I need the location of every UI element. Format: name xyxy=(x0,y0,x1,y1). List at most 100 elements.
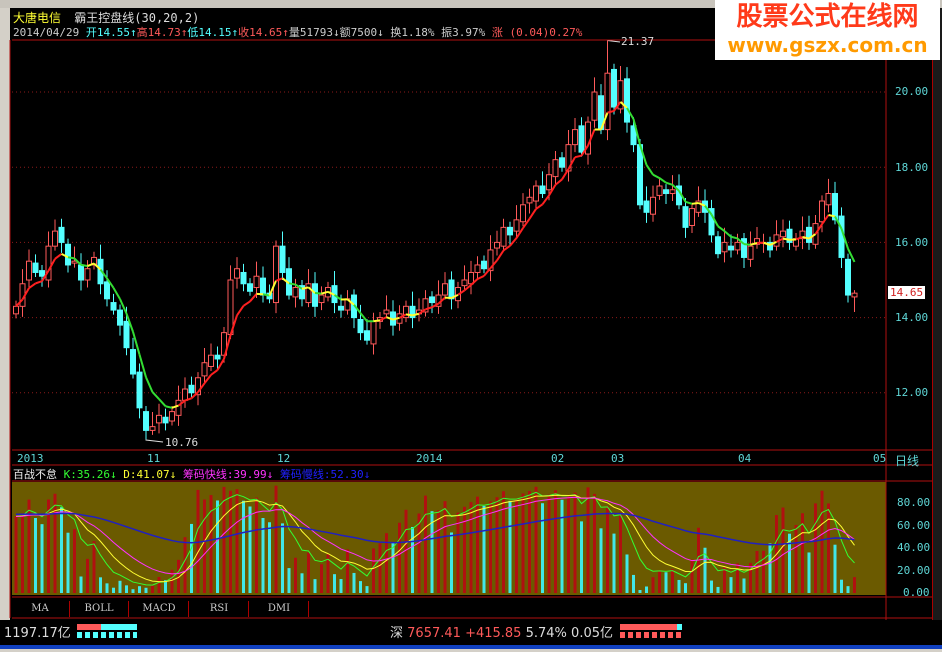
indicator-bar xyxy=(79,576,83,593)
tab-rsi[interactable]: RSI xyxy=(190,601,249,617)
price-tick: 14.00 xyxy=(895,311,929,324)
indicator-bar xyxy=(450,532,453,593)
control-line-segment xyxy=(639,144,648,166)
sub-indicator-name: 百战不怠 xyxy=(13,468,57,481)
candle-up xyxy=(26,260,32,281)
tab-dmi[interactable]: DMI xyxy=(250,601,309,617)
candle-down xyxy=(78,264,84,281)
indicator-bar xyxy=(508,500,512,593)
tab-boll[interactable]: BOLL xyxy=(70,601,129,617)
indicator-bar xyxy=(359,581,362,593)
control-line-segment xyxy=(730,235,738,240)
control-line-segment xyxy=(821,214,830,225)
index-amount: 0.05亿 xyxy=(571,626,613,641)
control-line-segment xyxy=(840,228,849,249)
breadth-bar-2 xyxy=(620,632,682,638)
indicator-bar xyxy=(749,562,752,593)
tab-macd[interactable]: MACD xyxy=(130,601,189,617)
control-line-segment xyxy=(353,304,362,314)
candle-up xyxy=(513,219,520,232)
control-line-segment xyxy=(509,237,518,247)
candle-up xyxy=(156,414,162,424)
indicator-bar xyxy=(651,577,655,593)
date-label: 04 xyxy=(738,452,752,465)
indicator-bar xyxy=(794,524,798,593)
candle-up xyxy=(526,196,533,204)
indicator-bar xyxy=(515,499,518,593)
taskbar-line xyxy=(0,645,942,649)
sub-tick: 80.00 xyxy=(897,496,931,509)
control-line-segment xyxy=(451,293,459,299)
candle-down xyxy=(143,411,149,431)
candle-down xyxy=(806,226,812,243)
period-button[interactable]: 日线 xyxy=(895,454,920,468)
control-line-segment xyxy=(522,218,531,229)
indicator-bar xyxy=(606,506,609,593)
indicator-bar xyxy=(541,503,544,593)
control-line-segment xyxy=(535,203,544,210)
indicator-bar xyxy=(346,549,349,593)
candle-down xyxy=(247,283,253,292)
indicator-bar xyxy=(255,497,258,593)
indicator-bar xyxy=(261,518,265,593)
candle-up xyxy=(747,245,754,260)
right-scrollbar[interactable] xyxy=(932,8,942,620)
indicator-bar xyxy=(788,533,791,593)
control-line-segment xyxy=(41,270,50,282)
breadth-bar-1 xyxy=(77,632,137,638)
candle-up xyxy=(695,200,702,213)
candle-down xyxy=(357,318,364,334)
candle-down xyxy=(364,330,370,341)
candle-down xyxy=(162,416,169,424)
candle-down xyxy=(663,189,669,195)
control-line-segment xyxy=(87,262,95,267)
indicator-bar xyxy=(125,585,128,593)
control-line-segment xyxy=(125,313,134,333)
quote-turnover: 1.18% xyxy=(401,26,435,39)
candle-up xyxy=(52,230,58,247)
indicator-bar xyxy=(710,580,713,593)
indicator-bar xyxy=(573,492,577,593)
indicator-bar xyxy=(365,586,369,593)
control-line-segment xyxy=(567,156,576,170)
indicator-bar xyxy=(203,499,206,593)
indicator-bar xyxy=(658,570,661,593)
indicator-bar xyxy=(339,579,343,593)
control-line-segment xyxy=(223,334,232,360)
control-line-segment xyxy=(190,391,199,400)
control-line-segment xyxy=(47,258,56,272)
indicator-bar xyxy=(554,490,557,593)
candle-down xyxy=(741,238,747,258)
candle-down xyxy=(260,277,266,296)
control-line-segment xyxy=(399,313,407,319)
control-line-segment xyxy=(489,259,498,269)
candle-down xyxy=(130,349,136,375)
control-line-segment xyxy=(99,268,108,279)
control-line-segment xyxy=(782,237,790,241)
indicator-bar xyxy=(632,574,635,593)
control-line-segment xyxy=(736,237,745,245)
indicator-bar xyxy=(60,507,63,593)
control-line xyxy=(15,101,856,409)
candle-up xyxy=(617,80,624,110)
min-price-label: 10.76 xyxy=(165,436,199,449)
control-line-segment xyxy=(600,112,609,130)
candle-down xyxy=(507,226,513,236)
indicator-bar xyxy=(846,586,850,593)
indicator-bar xyxy=(229,490,232,593)
control-line-segment xyxy=(145,376,154,393)
quote-close: 14.65 xyxy=(249,26,283,39)
control-line-segment xyxy=(236,305,245,316)
candle-up xyxy=(318,294,325,304)
candle-down xyxy=(240,271,247,285)
price-tick: 18.00 xyxy=(895,161,929,174)
candle-down xyxy=(728,245,734,251)
indicator-bar xyxy=(703,547,707,593)
candle-down xyxy=(630,125,637,146)
tab-ma[interactable]: MA xyxy=(11,601,70,617)
candle-down xyxy=(637,144,643,206)
candle-up xyxy=(656,185,663,196)
control-line-segment xyxy=(119,298,128,315)
candle-down xyxy=(611,68,617,108)
